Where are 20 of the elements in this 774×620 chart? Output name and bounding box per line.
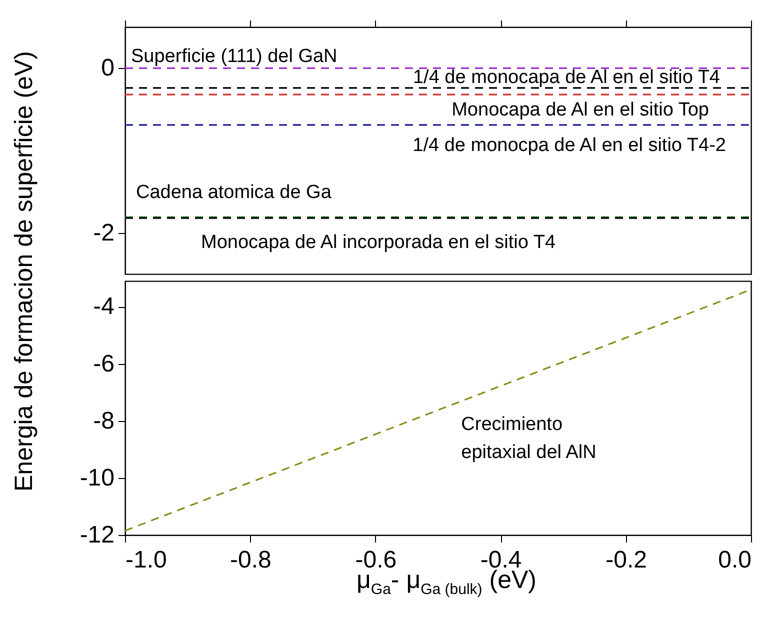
- y-tick-label: -6: [93, 350, 114, 378]
- y-tick-label: -10: [80, 464, 114, 492]
- y-tick-label: 0: [101, 54, 114, 82]
- x-tick-label: -0.8: [230, 546, 272, 574]
- ref-line-label: Monocapa de Al en el sitio Top: [452, 100, 709, 121]
- ref-line-label: 1/4 de monocpa de Al en el sitio T4-2: [412, 134, 726, 156]
- ref-line-label: 1/4 de monocapa de Al en el sitio T4: [412, 66, 720, 88]
- x-tick-label: -1.0: [126, 546, 167, 574]
- x-tick-label: -0.2: [606, 546, 647, 574]
- y-tick-label: -12: [80, 522, 114, 548]
- y-tick-label: -4: [93, 293, 114, 320]
- x-tick-label: -0.6: [355, 546, 397, 574]
- x-tick-label: 0.0: [718, 546, 752, 574]
- ref-line-label: Superficie (111) del GaN: [131, 46, 338, 68]
- ref-line-label: Cadena atomica de Ga: [136, 182, 332, 204]
- y-tick-label: -2: [93, 219, 114, 246]
- y-axis-title: Energia de formacion de superficie (eV): [10, 50, 38, 492]
- series-label: Crecimiento epitaxial del AlN: [461, 414, 596, 464]
- ref-line-label: Monocapa de Al incorporada en el sitio T4: [201, 232, 556, 254]
- y-tick-label: -8: [93, 407, 114, 434]
